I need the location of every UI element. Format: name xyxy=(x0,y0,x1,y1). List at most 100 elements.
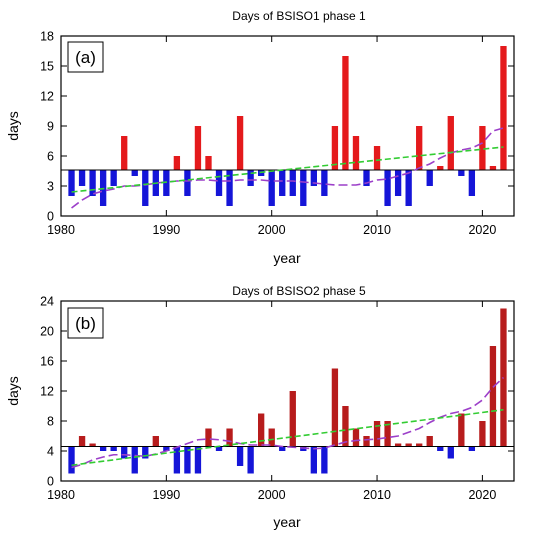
bar xyxy=(173,156,181,170)
bar xyxy=(373,146,381,170)
bar xyxy=(215,170,223,196)
bar xyxy=(426,436,433,447)
bar xyxy=(131,446,138,474)
y-tick-label: 20 xyxy=(40,325,54,339)
bar xyxy=(268,170,275,206)
bar xyxy=(89,443,96,447)
y-tick-label: 8 xyxy=(47,415,54,429)
bar xyxy=(205,156,212,170)
panel-label-box xyxy=(67,307,104,339)
smoothed-series-line xyxy=(71,127,504,209)
x-tick-label: 1980 xyxy=(47,223,75,237)
x-tick-label: 1990 xyxy=(152,223,180,237)
bar xyxy=(416,443,423,447)
bar xyxy=(373,421,381,447)
bar xyxy=(279,170,286,196)
bar xyxy=(184,170,191,196)
y-tick-label: 4 xyxy=(47,445,54,459)
y-tick-label: 24 xyxy=(40,295,54,309)
bar xyxy=(258,413,265,447)
bar xyxy=(437,446,444,451)
bar xyxy=(194,446,202,474)
bar xyxy=(205,428,212,447)
y-tick-label: 12 xyxy=(40,90,54,104)
plot-frame xyxy=(60,300,515,482)
bar xyxy=(163,170,170,196)
bar xyxy=(99,446,107,451)
bar xyxy=(489,166,497,170)
bar xyxy=(479,421,486,447)
panel-a-chart: Days of BSISO1 phase 1 0 3 6 9 12 15 18 1980 199… xyxy=(5,9,515,266)
bar xyxy=(321,170,328,196)
bar xyxy=(289,391,296,447)
x-tick-label: 2010 xyxy=(363,488,391,502)
bar xyxy=(268,428,275,447)
bar xyxy=(142,446,149,459)
bar xyxy=(184,446,191,474)
bar xyxy=(247,446,254,474)
bar xyxy=(384,170,391,206)
bar xyxy=(489,346,497,447)
bar xyxy=(479,126,486,170)
x-tick-label: 2020 xyxy=(468,223,496,237)
bar xyxy=(342,406,349,447)
y-tick-label: 0 xyxy=(47,475,54,489)
panel-label-box xyxy=(67,41,104,73)
bar xyxy=(331,126,339,170)
bar xyxy=(405,443,412,447)
y-tick-label: 15 xyxy=(40,60,54,74)
bar xyxy=(89,170,96,196)
bar xyxy=(68,446,75,474)
bar xyxy=(226,170,233,206)
bar xyxy=(437,166,444,170)
bar xyxy=(331,368,339,447)
bar xyxy=(142,170,149,206)
bar xyxy=(468,170,476,196)
trend-line xyxy=(71,408,504,467)
y-axis-label: days xyxy=(5,376,21,406)
y-tick-label: 12 xyxy=(40,385,54,399)
plot-frame xyxy=(60,35,515,217)
bar xyxy=(110,170,117,186)
x-tick-label: 2000 xyxy=(258,488,286,502)
bar xyxy=(310,446,317,474)
x-tick-label: 2020 xyxy=(468,488,496,502)
bar xyxy=(384,421,391,447)
y-tick-label: 0 xyxy=(47,210,54,224)
bar xyxy=(121,136,128,170)
bar xyxy=(342,56,349,170)
bar xyxy=(321,446,328,474)
x-axis-label: year xyxy=(273,250,301,266)
bar xyxy=(78,170,86,186)
y-tick-label: 16 xyxy=(40,355,54,369)
bar xyxy=(405,170,412,206)
y-tick-label: 3 xyxy=(47,180,54,194)
bar xyxy=(300,170,307,206)
bar xyxy=(289,170,296,196)
bar xyxy=(152,436,159,447)
bar xyxy=(447,446,454,459)
panel-label: (b) xyxy=(75,314,96,333)
bar xyxy=(500,46,507,170)
x-axis-label: year xyxy=(273,514,301,530)
bar xyxy=(458,413,465,447)
bar xyxy=(236,116,244,170)
bar xyxy=(447,116,454,170)
panel-b-chart: Days of BSISO2 phase 5 0 4 8 12 16 20 24 1980 19… xyxy=(5,284,515,530)
bar xyxy=(68,170,75,196)
bar xyxy=(194,126,202,170)
x-tick-label: 1990 xyxy=(152,488,180,502)
bar xyxy=(394,443,402,447)
bar xyxy=(426,170,433,186)
bar xyxy=(394,170,402,196)
bar xyxy=(226,428,233,447)
chart-title: Days of BSISO2 phase 5 xyxy=(232,284,366,298)
bar xyxy=(215,446,223,451)
bar xyxy=(163,446,170,451)
bar xyxy=(78,436,86,447)
trend-line xyxy=(71,146,504,193)
bar xyxy=(131,170,138,176)
y-tick-label: 18 xyxy=(40,30,54,44)
bar xyxy=(458,170,465,176)
